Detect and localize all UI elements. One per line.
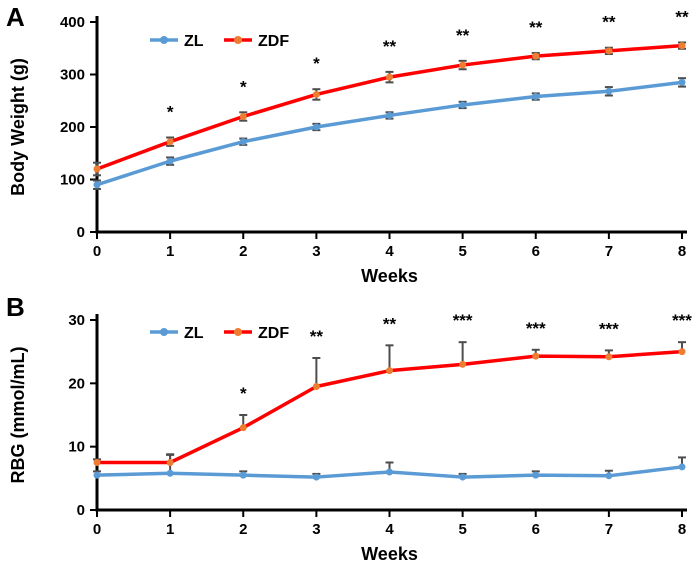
y-axis-label: RBG (mmol/mL)	[8, 346, 28, 483]
y-tick-label: 10	[68, 439, 85, 456]
y-tick-label: 400	[60, 14, 85, 31]
data-point-zdf	[532, 352, 540, 360]
significance-marker: *	[167, 103, 174, 122]
data-point-zl	[532, 471, 540, 479]
panel-b-label: B	[6, 292, 25, 322]
significance-marker: ***	[672, 311, 692, 330]
significance-marker: ***	[599, 319, 619, 338]
data-point-zl	[93, 471, 101, 479]
legend-marker-zdf	[234, 36, 242, 44]
significance-marker: ***	[526, 319, 546, 338]
x-tick-label: 0	[93, 521, 101, 538]
data-point-zl	[239, 138, 247, 146]
y-tick-label: 300	[60, 67, 85, 84]
data-point-zdf	[386, 367, 393, 375]
data-point-zdf	[93, 459, 101, 466]
significance-marker: **	[529, 18, 543, 37]
data-point-zl	[678, 78, 686, 86]
x-tick-label: 4	[385, 521, 394, 538]
x-tick-label: 1	[166, 521, 174, 538]
data-point-zl	[386, 111, 393, 119]
data-point-zdf	[386, 73, 393, 81]
y-tick-label: 20	[68, 375, 85, 392]
x-tick-label: 2	[239, 243, 247, 260]
significance-marker: **	[383, 37, 397, 56]
data-point-zl	[459, 473, 467, 481]
data-point-zdf	[605, 353, 613, 361]
significance-marker: *	[240, 77, 247, 96]
y-tick-label: 200	[60, 119, 85, 136]
x-tick-label: 5	[458, 243, 466, 260]
data-point-zl	[605, 87, 613, 95]
data-point-zdf	[166, 138, 174, 146]
data-point-zl	[678, 463, 686, 471]
legend-marker-zl	[160, 36, 168, 44]
significance-marker: **	[602, 13, 616, 32]
data-point-zl	[312, 473, 320, 481]
data-point-zl	[459, 101, 467, 109]
legend-marker-zdf	[234, 328, 242, 336]
chart-body-weight: 0 100 200 300 400 0 1 2 3 4 5 6 7 8 Weeks Body Weight (…	[8, 7, 689, 286]
data-point-zdf	[459, 61, 467, 69]
series-line-zl	[95, 80, 684, 187]
data-point-zdf	[605, 47, 613, 55]
x-axis-label: Weeks	[361, 266, 418, 286]
data-point-zdf	[678, 348, 686, 356]
significance-marker: **	[675, 7, 689, 26]
significance-marker: **	[310, 327, 324, 346]
significance-marker: *	[313, 54, 320, 73]
y-axis-label: Body Weight (g)	[8, 58, 28, 196]
data-point-zl	[312, 123, 320, 131]
data-point-zdf	[312, 383, 320, 390]
data-point-zl	[605, 472, 613, 480]
y-tick-label: 0	[77, 224, 85, 241]
y-tick-label: 100	[60, 172, 85, 189]
data-point-zl	[532, 93, 540, 101]
legend-label-zdf: ZDF	[258, 33, 289, 50]
legend-marker-zl	[160, 328, 168, 336]
data-point-zl	[166, 157, 174, 165]
data-point-zl	[239, 471, 247, 479]
x-tick-label: 7	[605, 521, 613, 538]
data-point-zl	[166, 469, 174, 477]
x-tick-label: 8	[678, 521, 686, 538]
significance-marker: **	[383, 314, 397, 333]
data-point-zdf	[312, 90, 320, 98]
x-tick-label: 7	[605, 243, 613, 260]
data-point-zdf	[678, 42, 686, 50]
series-line-zdf	[95, 43, 684, 171]
legend-label-zdf: ZDF	[258, 325, 289, 342]
legend-label-zl: ZL	[184, 325, 204, 342]
x-tick-label: 8	[678, 243, 686, 260]
x-tick-label: 0	[93, 243, 101, 260]
data-point-zdf	[532, 52, 540, 60]
data-point-zdf	[239, 424, 247, 432]
x-tick-label: 1	[166, 243, 174, 260]
x-axis-label: Weeks	[361, 544, 418, 564]
x-tick-label: 6	[532, 521, 540, 538]
data-point-zdf	[239, 113, 247, 120]
data-point-zl	[93, 181, 101, 189]
data-point-zdf	[93, 165, 101, 173]
x-tick-label: 5	[458, 521, 466, 538]
data-point-zdf	[166, 459, 174, 466]
x-tick-label: 3	[312, 243, 320, 260]
significance-marker: **	[456, 26, 470, 45]
y-tick-label: 0	[77, 502, 85, 519]
data-point-zl	[386, 468, 393, 476]
x-tick-label: 3	[312, 521, 320, 538]
x-tick-label: 6	[532, 243, 540, 260]
y-tick-label: 30	[68, 312, 85, 329]
significance-marker: ***	[453, 311, 473, 330]
x-tick-label: 4	[385, 243, 394, 260]
data-point-zdf	[459, 360, 467, 368]
significance-marker: *	[240, 384, 247, 403]
x-tick-label: 2	[239, 521, 247, 538]
legend-label-zl: ZL	[184, 33, 204, 50]
panel-a-label: A	[6, 2, 25, 32]
